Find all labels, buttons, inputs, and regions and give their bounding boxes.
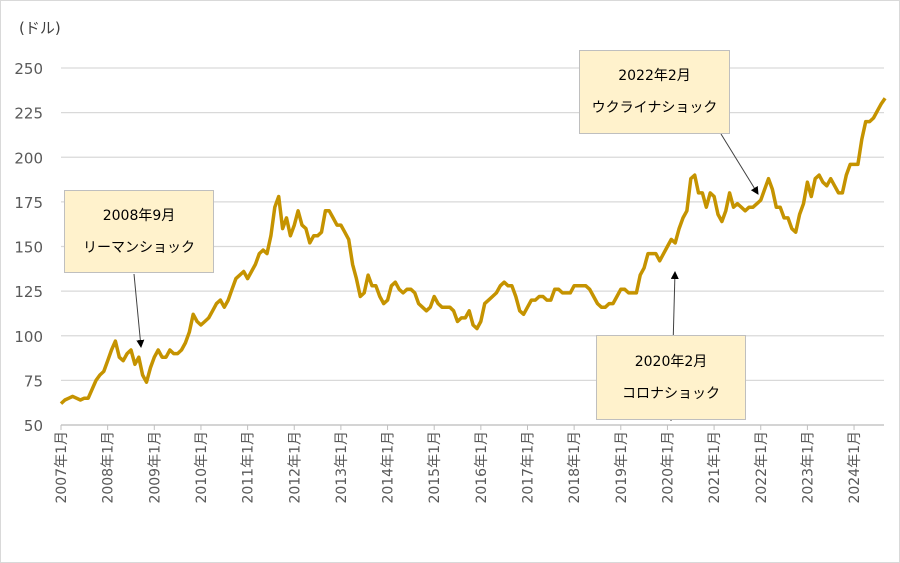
y-tick-label: 200 — [14, 149, 43, 167]
x-tick-label: 2020年1月 — [660, 431, 676, 504]
x-tick-label: 2023年1月 — [800, 431, 816, 504]
x-tick-label: 2012年1月 — [287, 431, 303, 504]
annotation-lehman-shock: 2008年9月 リーマンショック — [64, 190, 214, 273]
x-tick-label: 2007年1月 — [54, 431, 70, 504]
y-tick-label: 150 — [14, 239, 43, 257]
x-tick-label: 2019年1月 — [614, 431, 630, 504]
y-tick-label: 250 — [14, 60, 43, 78]
y-tick-label: 175 — [14, 194, 43, 212]
y-axis-unit-label: (ドル) — [19, 19, 61, 37]
y-tick-label: 50 — [24, 417, 43, 435]
x-tick-label: 2008年1月 — [101, 431, 117, 504]
y-tick-label: 125 — [14, 283, 43, 301]
x-tick-label: 2022年1月 — [754, 431, 770, 504]
annotation-arrow — [720, 133, 759, 195]
x-tick-label: 2013年1月 — [334, 431, 350, 504]
x-tick-label: 2018年1月 — [567, 431, 583, 504]
annotation-event: コロナショック — [622, 385, 720, 402]
annotation-date: 2008年9月 — [102, 207, 176, 224]
annotation-corona-shock: 2020年2月 コロナショック — [596, 335, 746, 420]
x-tick-label: 2014年1月 — [381, 431, 397, 504]
y-tick-label: 100 — [14, 328, 43, 346]
x-tick-label: 2009年1月 — [147, 431, 163, 504]
y-tick-label: 225 — [14, 105, 43, 123]
annotation-date: 2022年2月 — [618, 68, 691, 84]
annotation-date: 2020年2月 — [634, 353, 708, 370]
x-tick-label: 2010年1月 — [194, 431, 210, 504]
y-tick-label: 75 — [24, 372, 43, 390]
annotation-event: リーマンショック — [83, 239, 195, 256]
price-line — [59, 97, 887, 405]
x-tick-label: 2015年1月 — [427, 431, 443, 504]
x-tick-label: 2016年1月 — [474, 431, 490, 504]
annotation-arrow — [133, 273, 145, 348]
annotation-event: ウクライナショック — [591, 100, 718, 116]
x-tick-label: 2024年1月 — [847, 431, 863, 504]
x-tick-label: 2021年1月 — [707, 431, 723, 504]
annotation-ukraine-shock: 2022年2月 ウクライナショック — [579, 50, 730, 134]
x-tick-label: 2017年1月 — [521, 431, 537, 504]
x-tick-label: 2011年1月 — [241, 431, 257, 504]
